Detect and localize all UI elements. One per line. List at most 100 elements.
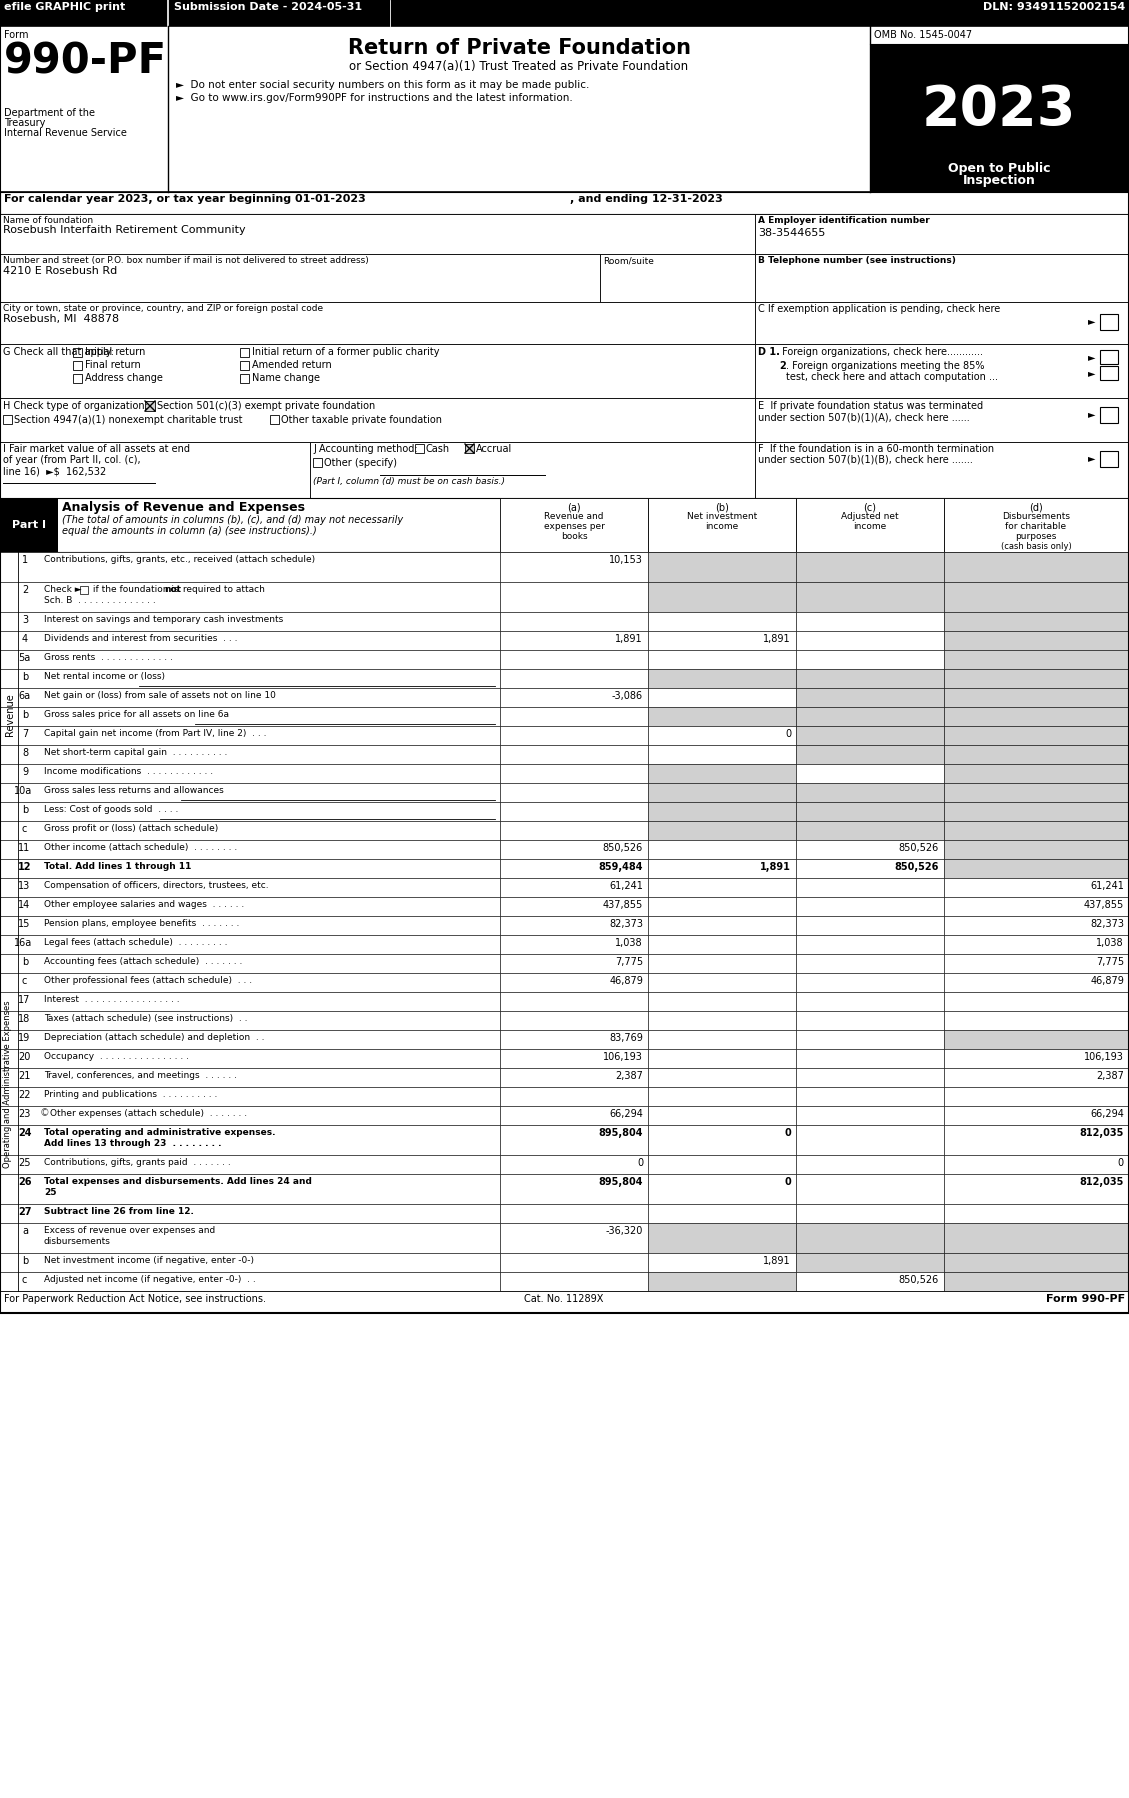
Bar [0, 915, 500, 935]
Bar [796, 726, 944, 744]
Bar [648, 782, 796, 802]
Bar [415, 444, 425, 453]
Text: , and ending 12-31-2023: , and ending 12-31-2023 [570, 194, 723, 203]
Text: Travel, conferences, and meetings  . . . . . .: Travel, conferences, and meetings . . . … [44, 1072, 237, 1081]
Bar [796, 822, 944, 840]
Bar [500, 651, 648, 669]
Bar [500, 915, 648, 935]
Bar [0, 1291, 1129, 1313]
Bar [500, 1068, 648, 1088]
Bar [500, 631, 648, 651]
Text: Revenue and: Revenue and [544, 512, 604, 521]
Text: of year (from Part II, col. (c),: of year (from Part II, col. (c), [3, 455, 141, 466]
Bar [500, 822, 648, 840]
Bar [796, 744, 944, 764]
Text: 2: 2 [779, 361, 786, 370]
Bar [648, 822, 796, 840]
Bar [796, 1174, 944, 1205]
Text: 7,775: 7,775 [615, 957, 644, 967]
Text: ►: ► [1088, 408, 1095, 419]
Text: 850,526: 850,526 [603, 843, 644, 852]
Bar [0, 25, 1129, 192]
Text: Accounting fees (attach schedule)  . . . . . . .: Accounting fees (attach schedule) . . . … [44, 957, 243, 966]
Text: (d): (d) [1030, 502, 1043, 512]
Text: 2,387: 2,387 [615, 1072, 644, 1081]
Bar [944, 1030, 1129, 1048]
Text: Total expenses and disbursements. Add lines 24 and: Total expenses and disbursements. Add li… [44, 1178, 312, 1187]
Bar [73, 349, 82, 358]
Text: Net investment: Net investment [686, 512, 758, 521]
Bar [500, 1154, 648, 1174]
Bar [648, 1154, 796, 1174]
Bar [500, 1088, 648, 1106]
Text: A Employer identification number: A Employer identification number [758, 216, 930, 225]
Bar [648, 992, 796, 1010]
Bar [796, 955, 944, 973]
Text: 812,035: 812,035 [1079, 1127, 1124, 1138]
Text: 27: 27 [18, 1206, 32, 1217]
Bar [796, 552, 944, 583]
Bar [80, 586, 88, 593]
Text: Room/suite: Room/suite [603, 255, 654, 264]
Bar [648, 859, 796, 877]
Bar [648, 1106, 796, 1126]
Bar [796, 1126, 944, 1154]
Text: F  If the foundation is in a 60-month termination: F If the foundation is in a 60-month ter… [758, 444, 995, 455]
Text: 1: 1 [21, 556, 28, 565]
Bar [648, 764, 796, 782]
Text: 82,373: 82,373 [609, 919, 644, 930]
Bar [0, 498, 1129, 552]
Text: 437,855: 437,855 [1084, 901, 1124, 910]
Bar [0, 0, 1129, 1313]
Bar [944, 1126, 1129, 1154]
Bar [500, 707, 648, 726]
Bar [796, 935, 944, 955]
Text: 2: 2 [21, 584, 28, 595]
Text: Name change: Name change [252, 372, 320, 383]
Bar [500, 1030, 648, 1048]
Bar [648, 1030, 796, 1048]
Bar [648, 611, 796, 631]
Bar [944, 802, 1129, 822]
Bar [944, 1205, 1129, 1223]
Bar [796, 802, 944, 822]
Bar [0, 935, 500, 955]
Bar [500, 744, 648, 764]
Bar [648, 707, 796, 726]
Text: ►: ► [1088, 453, 1095, 464]
Text: Amended return: Amended return [252, 360, 332, 370]
Bar [648, 651, 796, 669]
Bar [796, 1030, 944, 1048]
Bar [0, 1048, 500, 1068]
Bar [944, 1174, 1129, 1205]
Text: Revenue: Revenue [5, 694, 15, 737]
Bar [0, 1154, 500, 1174]
Bar [0, 1010, 500, 1030]
Text: 82,373: 82,373 [1089, 919, 1124, 930]
Text: Occupancy  . . . . . . . . . . . . . . . .: Occupancy . . . . . . . . . . . . . . . … [44, 1052, 189, 1061]
Text: 23: 23 [18, 1109, 30, 1118]
Bar [796, 992, 944, 1010]
Text: 7,775: 7,775 [1096, 957, 1124, 967]
Text: 7: 7 [21, 728, 28, 739]
Bar [0, 254, 599, 302]
Text: Depreciation (attach schedule) and depletion  . .: Depreciation (attach schedule) and deple… [44, 1034, 264, 1043]
Bar [270, 415, 279, 424]
Bar [0, 302, 755, 343]
Text: Pension plans, employee benefits  . . . . . . .: Pension plans, employee benefits . . . .… [44, 919, 239, 928]
Text: 850,526: 850,526 [899, 843, 939, 852]
Text: OMB No. 1545-0047: OMB No. 1545-0047 [874, 31, 972, 40]
Text: Income modifications  . . . . . . . . . . . .: Income modifications . . . . . . . . . .… [44, 768, 213, 777]
Bar [796, 1088, 944, 1106]
Bar [0, 1068, 500, 1088]
Bar [1100, 367, 1118, 379]
Bar [648, 1088, 796, 1106]
Bar [796, 973, 944, 992]
Bar [944, 689, 1129, 707]
Bar [240, 361, 250, 370]
Text: Taxes (attach schedule) (see instructions)  . .: Taxes (attach schedule) (see instruction… [44, 1014, 247, 1023]
Text: for charitable: for charitable [1006, 521, 1067, 530]
Text: Cash: Cash [426, 444, 450, 455]
Bar [648, 802, 796, 822]
Text: 66,294: 66,294 [1091, 1109, 1124, 1118]
